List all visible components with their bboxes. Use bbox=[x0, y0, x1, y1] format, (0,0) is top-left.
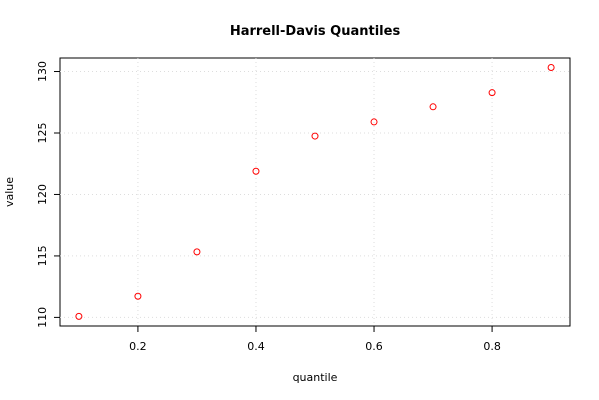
point bbox=[311, 132, 319, 140]
x-tick-label: 0.2 bbox=[129, 340, 147, 353]
point bbox=[193, 248, 201, 256]
y-tick-label: 115 bbox=[36, 245, 49, 266]
y-tick-label: 125 bbox=[36, 122, 49, 143]
point bbox=[252, 167, 260, 175]
y-tick-label: 130 bbox=[36, 61, 49, 82]
point bbox=[488, 89, 496, 97]
x-tick-label: 0.6 bbox=[365, 340, 383, 353]
plot-frame bbox=[59, 57, 571, 327]
point bbox=[547, 63, 555, 71]
x-axis-label: quantile bbox=[293, 371, 338, 384]
y-axis-label: value bbox=[3, 177, 16, 207]
x-tick-label: 0.8 bbox=[483, 340, 501, 353]
x-tick-label: 0.4 bbox=[247, 340, 265, 353]
y-tick-label: 110 bbox=[36, 307, 49, 328]
point bbox=[134, 292, 142, 300]
point bbox=[370, 118, 378, 126]
point bbox=[429, 103, 437, 111]
chart-title: Harrell-Davis Quantiles bbox=[230, 24, 401, 39]
y-tick-label: 120 bbox=[36, 184, 49, 205]
point bbox=[75, 312, 83, 320]
